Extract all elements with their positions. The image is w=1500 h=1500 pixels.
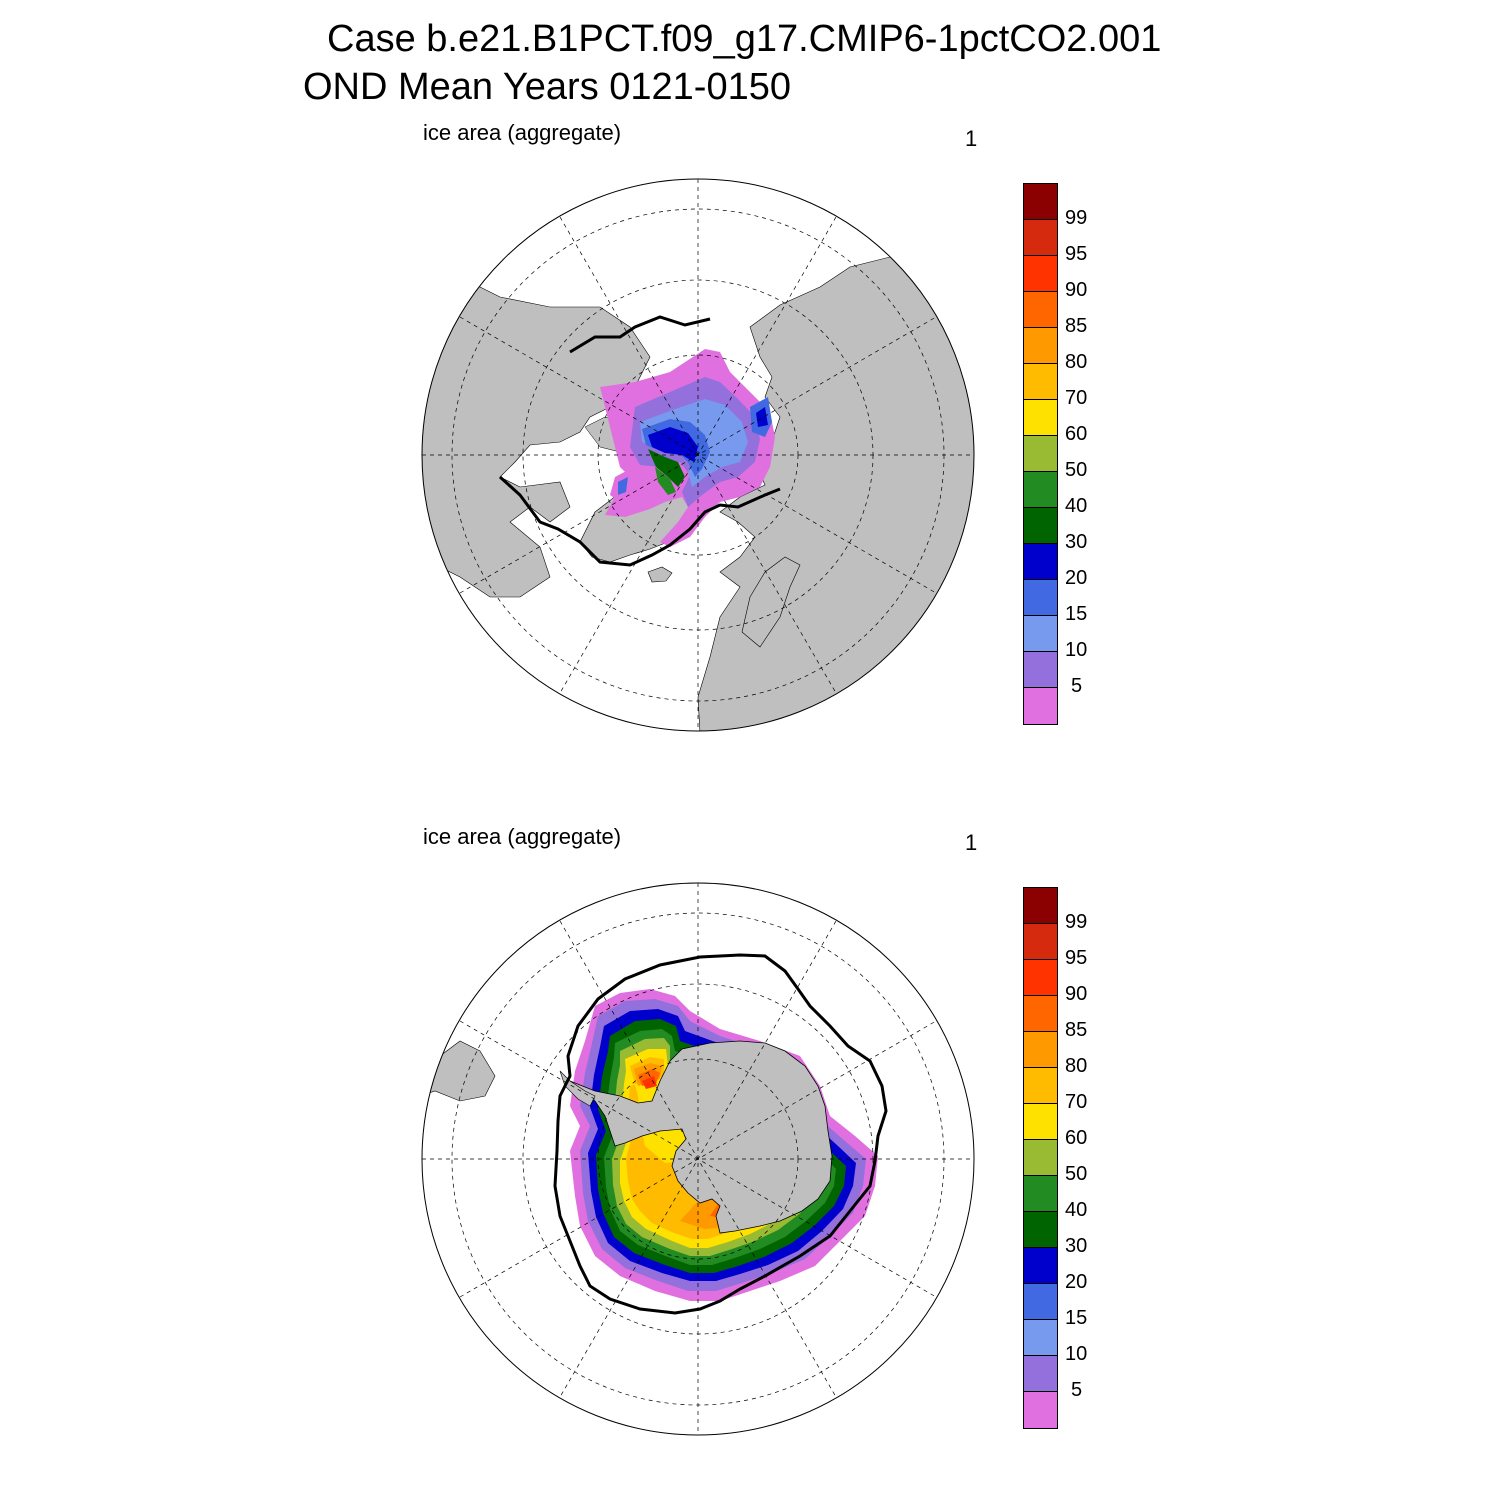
panel-units-south: 1 <box>965 830 978 855</box>
colorbar-north <box>1023 183 1058 725</box>
colorbar-level-label: 40 <box>1065 495 1088 517</box>
colorbar-level-label: 99 <box>1065 207 1088 229</box>
colorbar-swatch <box>1024 996 1057 1032</box>
colorbar-level-label: 80 <box>1065 1055 1088 1077</box>
colorbar-swatch <box>1024 256 1057 292</box>
figure-title: Case b.e21.B1PCT.f09_g17.CMIP6-1pctCO2.0… <box>327 18 1162 60</box>
colorbar-swatch <box>1024 508 1057 544</box>
ice-edge-contour-north <box>498 315 781 567</box>
colorbar-swatch <box>1024 436 1057 472</box>
landmass-iceland <box>647 566 673 583</box>
colorbar-level-label: 60 <box>1065 423 1088 445</box>
colorbar-level-label: 80 <box>1065 351 1088 373</box>
colorbar-swatch <box>1024 1104 1057 1140</box>
ice-field-north <box>600 349 775 547</box>
landmass-scandinavia <box>741 556 801 648</box>
colorbar-swatch <box>1024 400 1057 436</box>
colorbar-swatch <box>1024 472 1057 508</box>
colorbar-level-label: 90 <box>1065 279 1088 301</box>
colorbar-level-label: 20 <box>1065 1271 1088 1293</box>
map-north <box>421 178 975 732</box>
colorbar-swatch <box>1024 184 1057 220</box>
colorbar-level-label: 85 <box>1065 315 1088 337</box>
colorbar-swatch <box>1024 1140 1057 1176</box>
panel-label-north: ice area (aggregate) <box>423 120 622 145</box>
colorbar-swatch <box>1024 1356 1057 1392</box>
colorbar-swatch <box>1024 688 1057 724</box>
colorbar-swatch <box>1024 1176 1057 1212</box>
colorbar-level-label: 95 <box>1065 243 1088 265</box>
colorbar-level-label: 50 <box>1065 1163 1088 1185</box>
figure-subtitle: OND Mean Years 0121-0150 <box>303 66 791 108</box>
colorbar-swatch <box>1024 1248 1057 1284</box>
colorbar-swatch <box>1024 544 1057 580</box>
colorbar-south <box>1023 887 1058 1429</box>
map-south <box>421 882 975 1436</box>
colorbar-swatch <box>1024 652 1057 688</box>
colorbar-swatch <box>1024 1392 1057 1428</box>
colorbar-swatch <box>1024 292 1057 328</box>
graticule-north <box>422 179 974 731</box>
colorbar-level-label: 99 <box>1065 911 1088 933</box>
colorbar-level-label: 15 <box>1065 1307 1088 1329</box>
colorbar-swatch <box>1024 616 1057 652</box>
colorbar-swatch <box>1024 924 1057 960</box>
colorbar-level-label: 60 <box>1065 1127 1088 1149</box>
colorbar-level-label: 30 <box>1065 531 1088 553</box>
colorbar-swatch <box>1024 960 1057 996</box>
panel-units-north: 1 <box>965 126 978 151</box>
colorbar-level-label: 10 <box>1065 639 1088 661</box>
landmass-antarctica <box>569 1040 833 1234</box>
colorbar-level-label: 40 <box>1065 1199 1088 1221</box>
colorbar-level-label: 5 <box>1071 1379 1083 1401</box>
colorbar-swatch <box>1024 580 1057 616</box>
map-boundary-north <box>421 178 975 732</box>
colorbar-swatch <box>1024 1212 1057 1248</box>
colorbar-level-label: 70 <box>1065 1091 1088 1113</box>
map-boundary-south <box>421 882 975 1436</box>
colorbar-swatch <box>1024 1068 1057 1104</box>
colorbar-level-label: 5 <box>1071 675 1083 697</box>
colorbar-level-label: 15 <box>1065 603 1088 625</box>
colorbar-level-label: 50 <box>1065 459 1088 481</box>
colorbar-level-label: 10 <box>1065 1343 1088 1365</box>
panel-label-south: ice area (aggregate) <box>423 824 622 849</box>
colorbar-swatch <box>1024 364 1057 400</box>
ice-edge-contour-south <box>553 953 888 1315</box>
colorbar-level-label: 20 <box>1065 567 1088 589</box>
colorbar-swatch <box>1024 1032 1057 1068</box>
colorbar-level-label: 70 <box>1065 387 1088 409</box>
colorbar-swatch <box>1024 888 1057 924</box>
colorbar-level-label: 95 <box>1065 947 1088 969</box>
colorbar-swatch <box>1024 1320 1057 1356</box>
colorbar-swatch <box>1024 328 1057 364</box>
colorbar-swatch <box>1024 1284 1057 1320</box>
colorbar-level-label: 90 <box>1065 983 1088 1005</box>
graticule-south <box>422 883 974 1435</box>
colorbar-level-label: 85 <box>1065 1019 1088 1041</box>
colorbar-swatch <box>1024 220 1057 256</box>
landmass-north-america <box>422 276 651 598</box>
colorbar-level-label: 30 <box>1065 1235 1088 1257</box>
